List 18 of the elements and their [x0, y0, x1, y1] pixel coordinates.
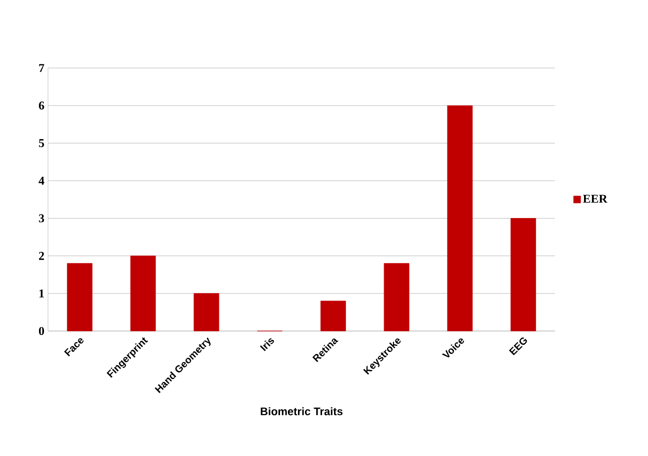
bar — [447, 105, 473, 332]
x-axis-title: Biometric Traits — [260, 407, 342, 416]
y-tick-label: 1 — [39, 289, 44, 298]
y-tick-label: 6 — [38, 102, 44, 110]
y-tick-label: 4 — [38, 176, 44, 185]
y-tick-label: 0 — [38, 326, 44, 336]
bar — [384, 263, 410, 332]
y-tick-label: 3 — [38, 214, 44, 222]
x-tick-label: Iris — [260, 338, 274, 352]
bar — [130, 256, 156, 332]
bar — [510, 218, 536, 332]
y-tick-label: 5 — [38, 139, 44, 148]
bar — [66, 263, 92, 332]
y-tick-label: 7 — [39, 64, 44, 72]
legend-label: EER — [582, 194, 608, 203]
bar — [194, 293, 220, 332]
y-tick-label: 2 — [39, 252, 44, 260]
bar — [320, 300, 346, 332]
